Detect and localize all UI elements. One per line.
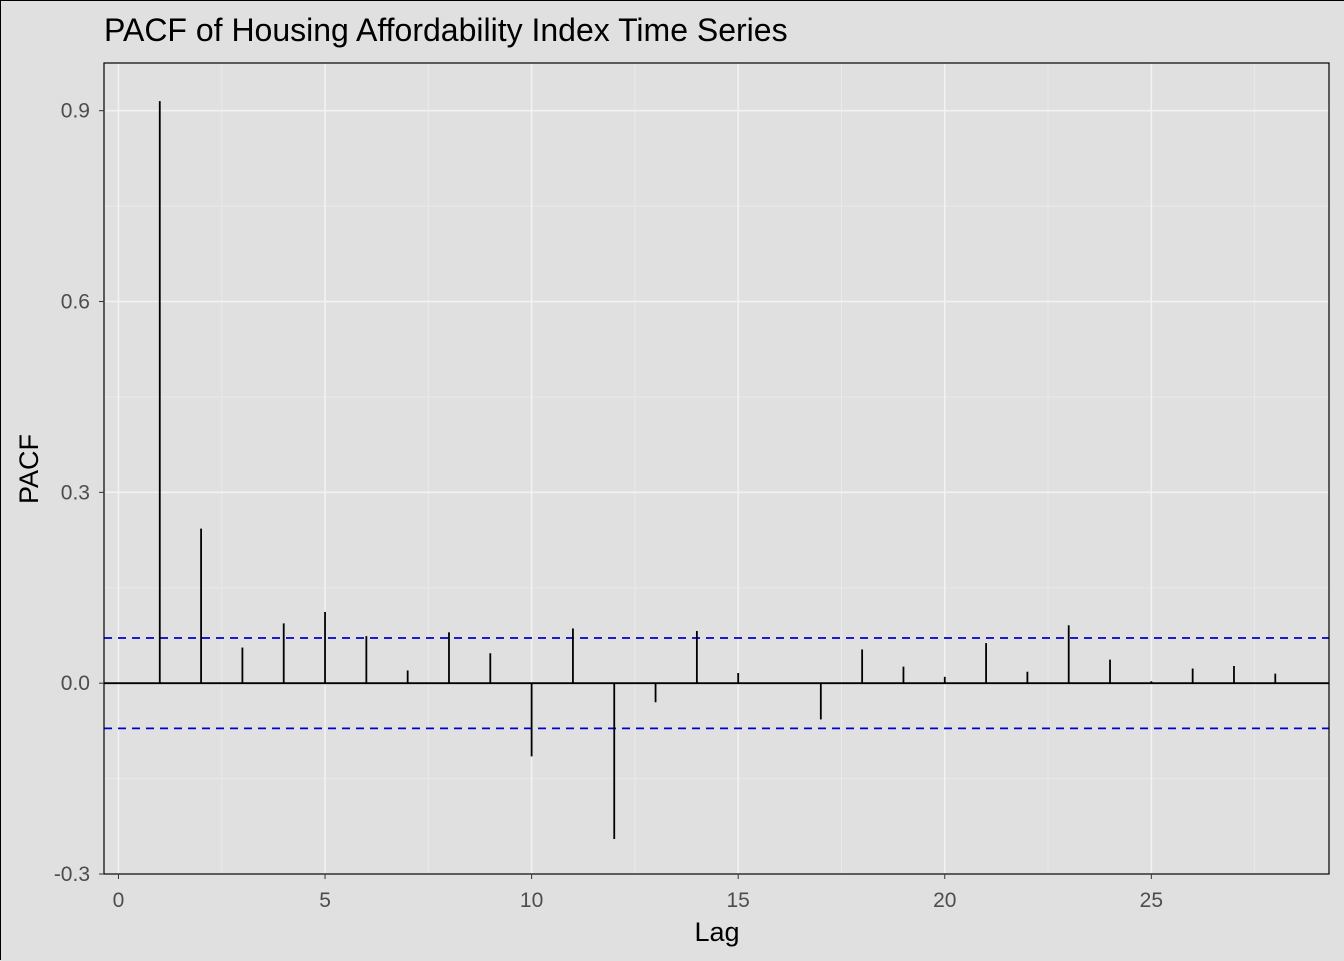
y-axis-title: PACF: [14, 434, 44, 504]
confidence-bounds: [104, 637, 1329, 730]
x-tick-label: 10: [520, 889, 543, 912]
panel-border: [103, 62, 1330, 875]
x-axis-title: Lag: [694, 917, 739, 947]
y-axis-ticks: -0.3 0.0 0.3 0.6 0.9: [54, 100, 104, 886]
x-tick-label: 5: [319, 889, 331, 912]
y-tick-label: 0.0: [61, 672, 90, 695]
x-tick-label: 15: [727, 889, 750, 912]
pacf-stems: [158, 101, 1277, 840]
y-tick-label: 0.3: [61, 481, 90, 504]
x-tick-label: 25: [1140, 889, 1163, 912]
x-tick-label: 0: [113, 889, 125, 912]
chart-title: PACF of Housing Affordability Index Time…: [104, 12, 788, 48]
x-axis-ticks: 0 5 10 15 20 25: [113, 874, 1163, 912]
y-tick-label: 0.9: [61, 100, 90, 123]
y-tick-label: -0.3: [54, 863, 90, 886]
x-tick-label: 20: [933, 889, 956, 912]
y-tick-label: 0.6: [61, 291, 90, 314]
